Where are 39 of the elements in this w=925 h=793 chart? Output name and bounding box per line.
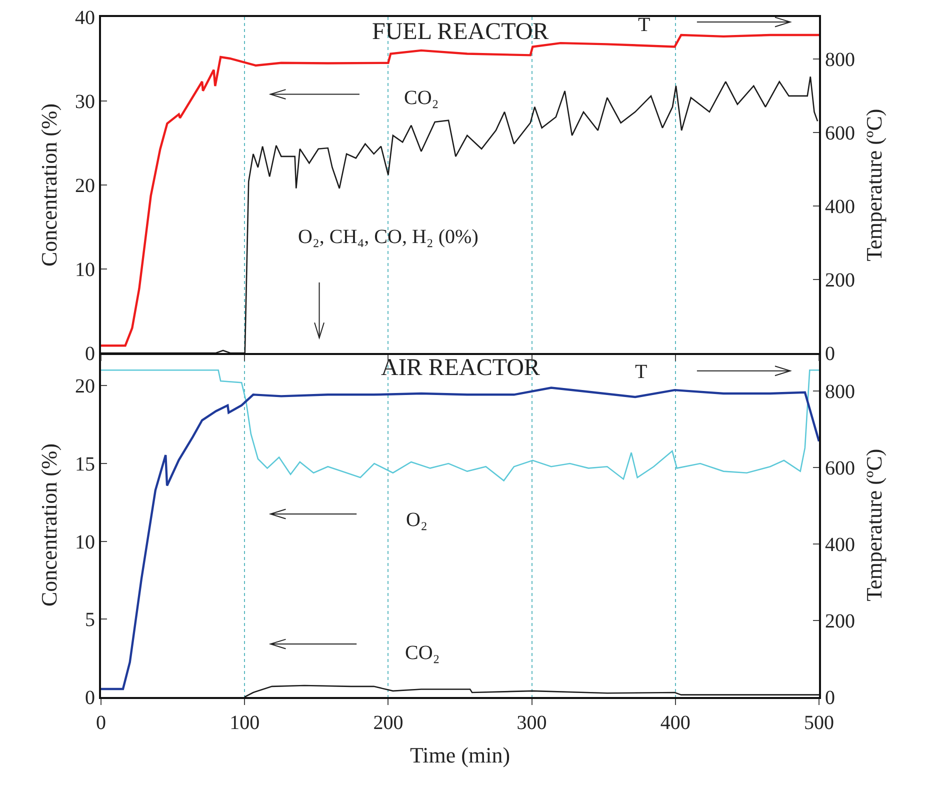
y-tick-label: 15	[75, 454, 95, 476]
y2-tick-label: 400	[825, 196, 855, 218]
series-label: T	[635, 361, 648, 383]
chart-title: FUEL REACTOR	[372, 19, 549, 45]
x-tick-label: 300	[516, 712, 547, 734]
line-series	[101, 386, 819, 690]
x-axis-title: Time (min)	[410, 742, 510, 768]
y2-tick-label: 800	[825, 49, 855, 72]
x-tick-label: 200	[373, 712, 404, 734]
chart-title: AIR REACTOR	[381, 355, 540, 381]
x-tick-label: 400	[660, 712, 690, 734]
x-tick-label: 500	[804, 712, 834, 734]
y2-tick-label: 600	[825, 122, 855, 145]
y-tick-label: 0	[85, 343, 95, 365]
annotation: O₂, CH₄, CO, H₂ (0%)	[298, 226, 478, 248]
y-axis-title: Concentration (%)	[36, 443, 62, 607]
y2-tick-label: 0	[825, 687, 835, 709]
y2-tick-label: 200	[825, 270, 855, 292]
y2-axis-title: Temperature (ºC)	[861, 108, 886, 262]
y-tick-label: 5	[85, 609, 95, 632]
series-label: O₂	[406, 509, 428, 531]
y-tick-label: 0	[85, 687, 95, 709]
y-axis-title: Concentration (%)	[36, 103, 62, 267]
y-tick-label: 40	[75, 7, 95, 29]
y2-tick-label: 800	[825, 381, 855, 404]
x-tick-label: 100	[230, 712, 260, 734]
y2-tick-label: 200	[825, 610, 855, 633]
y-tick-label: 10	[75, 259, 95, 281]
y2-axis-title: Temperature (ºC)	[861, 448, 886, 602]
y2-tick-label: 400	[825, 534, 855, 556]
y-tick-label: 10	[75, 531, 95, 554]
y2-tick-label: 600	[825, 458, 855, 480]
y2-tick-label: 0	[825, 343, 835, 365]
series-label: CO₂	[405, 642, 440, 664]
series-label: T	[638, 14, 650, 36]
legend-label: CO₂	[404, 87, 439, 109]
y-tick-label: 30	[75, 91, 95, 113]
y-tick-label: 20	[75, 175, 95, 197]
y-tick-label: 20	[75, 376, 95, 398]
